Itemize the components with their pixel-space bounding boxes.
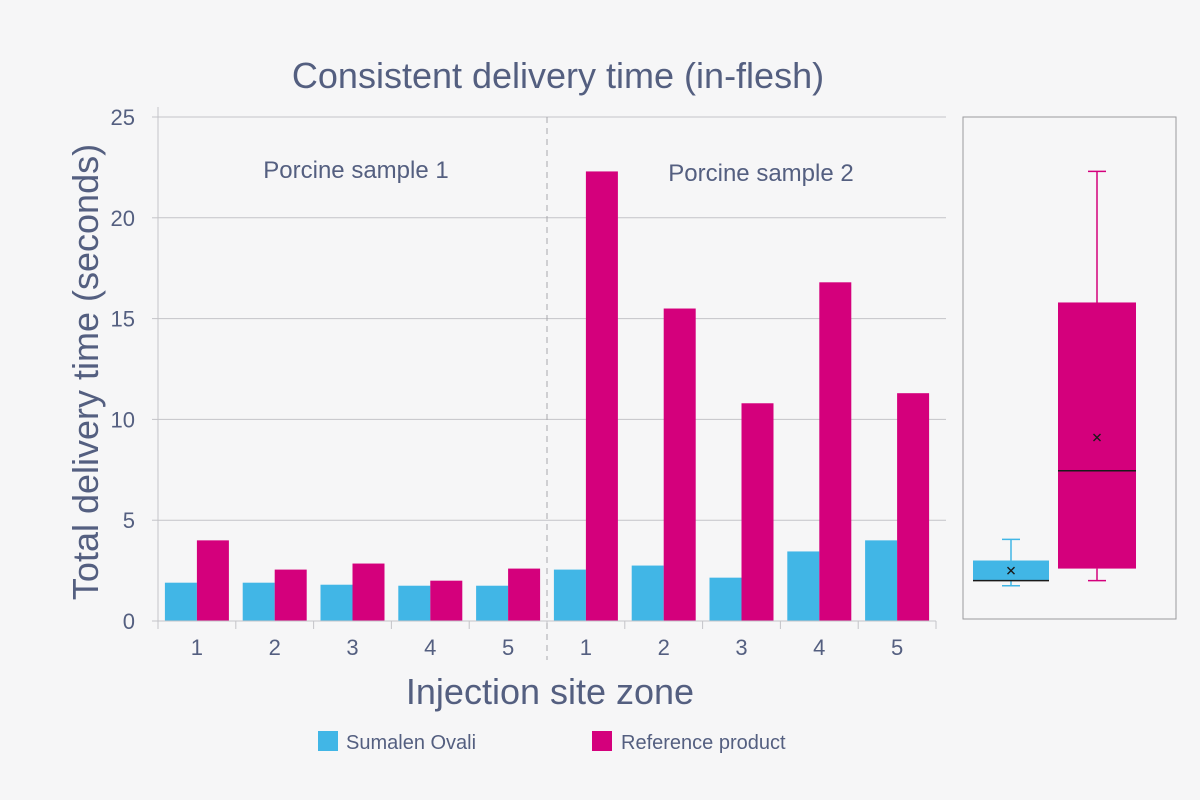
bar-reference — [196, 540, 229, 621]
y-tick-label: 5 — [123, 508, 135, 533]
chart-title: Consistent delivery time (in-flesh) — [292, 55, 824, 96]
bar-reference — [741, 403, 774, 621]
x-tick-label: 4 — [424, 635, 436, 660]
x-tick-label: 2 — [658, 635, 670, 660]
boxplot-panel — [962, 116, 1177, 620]
legend-label-reference: Reference product — [621, 732, 786, 754]
bar-sumalen — [320, 584, 353, 621]
x-tick-label: 2 — [269, 635, 281, 660]
bar-sumalen — [709, 577, 742, 621]
boxplot-frame — [962, 116, 1177, 620]
x-tick-label: 5 — [502, 635, 514, 660]
bar-sumalen — [787, 551, 820, 621]
x-tick-label: 4 — [813, 635, 825, 660]
x-tick-label: 3 — [346, 635, 358, 660]
mean-marker-sumalen — [1007, 566, 1015, 575]
y-axis-label: Total delivery time (seconds) — [65, 144, 106, 600]
bars-layer — [164, 171, 930, 621]
bar-reference — [819, 282, 852, 621]
bar-sumalen — [553, 569, 586, 621]
x-tick-label: 1 — [191, 635, 203, 660]
mean-marker-reference — [1093, 433, 1101, 442]
y-tick-label: 0 — [123, 609, 135, 634]
bar-reference — [663, 308, 696, 621]
y-tick-label: 15 — [111, 307, 135, 332]
x-axis-label: Injection site zone — [406, 671, 694, 712]
y-tick-label: 25 — [111, 105, 135, 130]
bar-reference — [352, 563, 385, 621]
y-tick-label: 10 — [111, 407, 135, 432]
bar-sumalen — [476, 585, 509, 621]
group-label-2: Porcine sample 2 — [668, 160, 853, 187]
x-tick-label: 3 — [735, 635, 747, 660]
bar-sumalen — [398, 585, 431, 621]
box-reference — [1058, 302, 1136, 569]
x-tick-label: 5 — [891, 635, 903, 660]
bar-reference — [274, 569, 307, 621]
bar-sumalen — [242, 582, 275, 621]
x-tick-label: 1 — [580, 635, 592, 660]
bar-sumalen — [164, 582, 197, 621]
bar-reference — [508, 568, 541, 621]
legend-swatch-reference — [592, 731, 612, 751]
bar-sumalen — [631, 565, 664, 621]
group-label-1: Porcine sample 1 — [263, 157, 448, 184]
bar-reference — [430, 580, 463, 621]
bar-reference — [897, 393, 930, 621]
grid-layer — [158, 116, 946, 521]
bar-sumalen — [865, 540, 898, 621]
axis-layer: 0 5 10 15 20 25 1 2 3 4 5 1 2 3 4 5 — [111, 105, 937, 660]
legend-label-sumalen: Sumalen Ovali — [346, 732, 476, 754]
legend-swatch-sumalen — [318, 731, 338, 751]
legend: Sumalen Ovali Reference product — [318, 731, 786, 754]
bar-reference — [585, 171, 618, 621]
y-tick-label: 20 — [111, 206, 135, 231]
